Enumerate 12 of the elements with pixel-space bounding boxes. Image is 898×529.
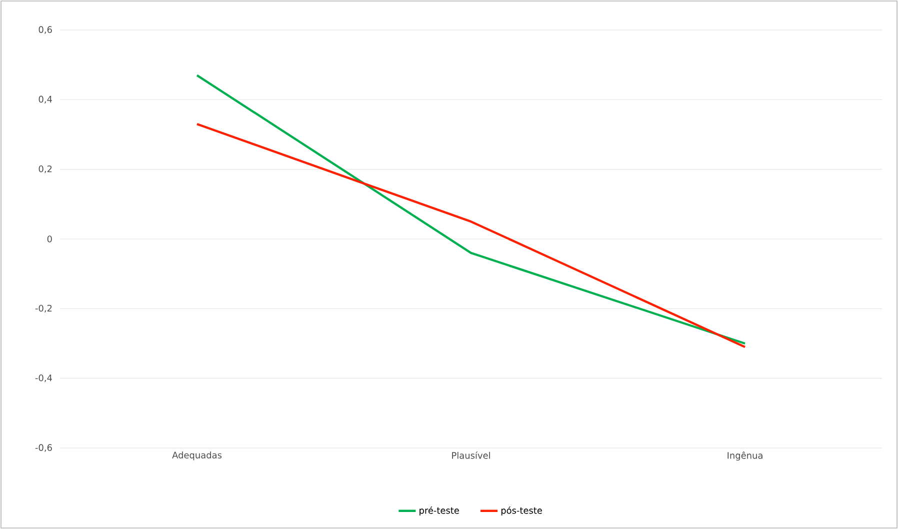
y-tick-label: -0,2 [35, 304, 52, 313]
y-tick-label: 0,4 [38, 96, 52, 104]
legend-label: pós-teste [501, 506, 542, 516]
y-tick-label: 0,2 [38, 165, 52, 174]
x-tick-label: Adequadas [172, 452, 222, 460]
y-tick-label: -0,4 [35, 374, 52, 382]
x-tick-label: Plausível [452, 452, 490, 459]
x-tick-label: Ingênua [728, 452, 762, 461]
legend-label: pré-teste [420, 506, 459, 516]
y-tick-label: -0,6 [35, 444, 52, 452]
y-tick-label: 0,6 [38, 26, 52, 34]
y-tick-label: 0 [47, 236, 52, 242]
